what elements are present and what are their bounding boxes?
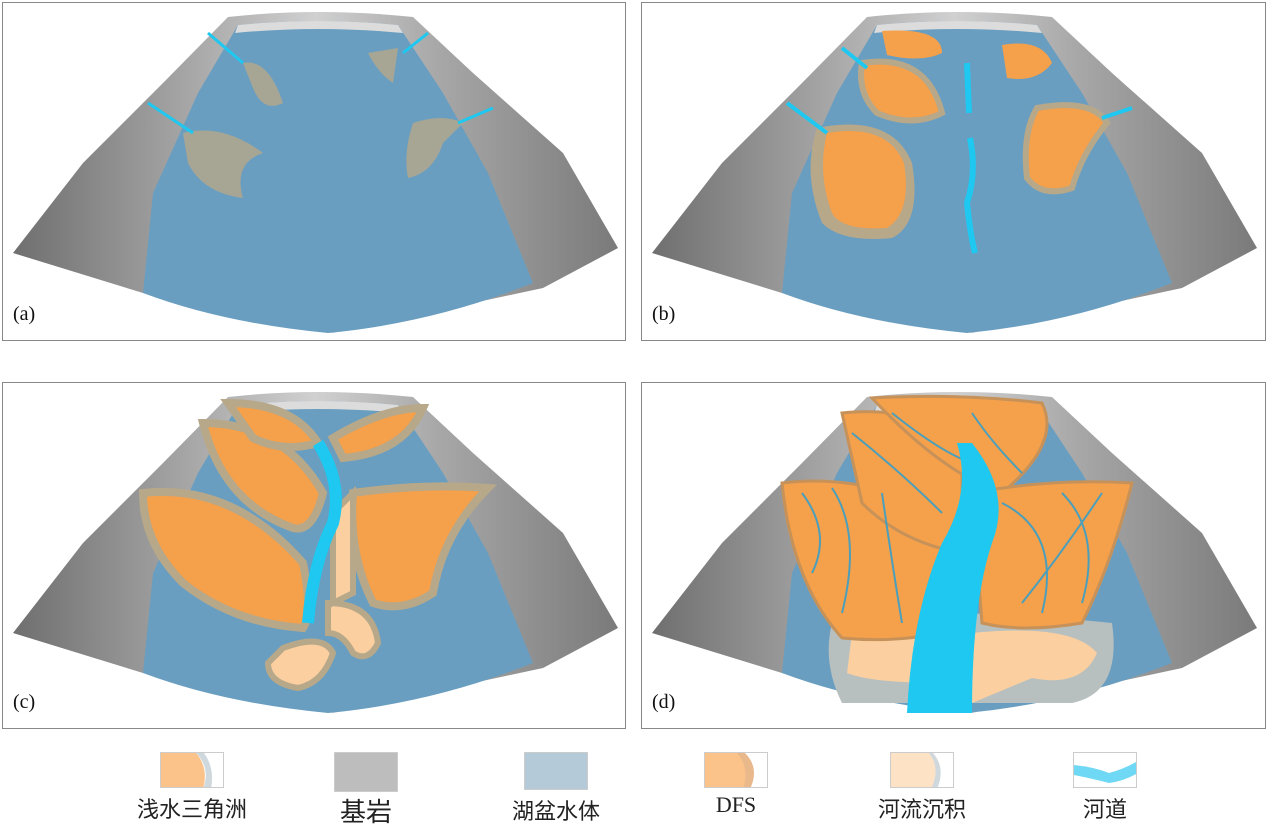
channel-swatch (1073, 752, 1137, 788)
lake-water-swatch (524, 752, 588, 790)
dfs-swatch (704, 752, 768, 788)
bedrock-swatch (334, 752, 398, 792)
channel (302, 439, 342, 624)
basin-diagram-a (13, 12, 618, 333)
shallow-delta-swatch (160, 752, 224, 788)
dfs-fans (810, 30, 1111, 239)
legend-label: 基岩 (339, 798, 392, 827)
channel (907, 443, 999, 713)
basin-diagram-d (652, 392, 1257, 713)
panel-d: (d) (641, 382, 1266, 729)
legend-label: 河流沉积 (877, 797, 966, 822)
legend-bedrock: 基岩 (286, 752, 446, 829)
legend-dfs: DFS (656, 752, 816, 818)
legend-label: 湖盆水体 (511, 799, 600, 824)
panel-c: (c) (2, 382, 626, 729)
legend-channel: 河道 (1025, 752, 1185, 824)
legend-fluvial: 河流沉积 (842, 752, 1002, 824)
legend-shallow-delta: 浅水三角洲 (112, 752, 272, 824)
dfs-fans (780, 394, 1134, 642)
panel-label: (d) (652, 691, 676, 713)
legend-label: 河道 (1082, 797, 1127, 822)
legend-label: 浅水三角洲 (136, 797, 247, 822)
fluvial-deposit-swatch (890, 752, 954, 788)
panel-a: (a) (2, 2, 626, 341)
basin-diagram-b (652, 12, 1257, 333)
legend-label: DFS (715, 792, 757, 817)
panel-b: (b) (641, 2, 1266, 341)
panel-label: (a) (13, 303, 36, 325)
shallow-deltas (138, 398, 497, 633)
panel-label: (c) (13, 691, 36, 713)
channel (963, 62, 978, 254)
legend-lake: 湖盆水体 (476, 752, 636, 826)
panel-label: (b) (652, 303, 676, 325)
basin-diagram-c (13, 392, 618, 713)
small-deltas (183, 48, 463, 198)
